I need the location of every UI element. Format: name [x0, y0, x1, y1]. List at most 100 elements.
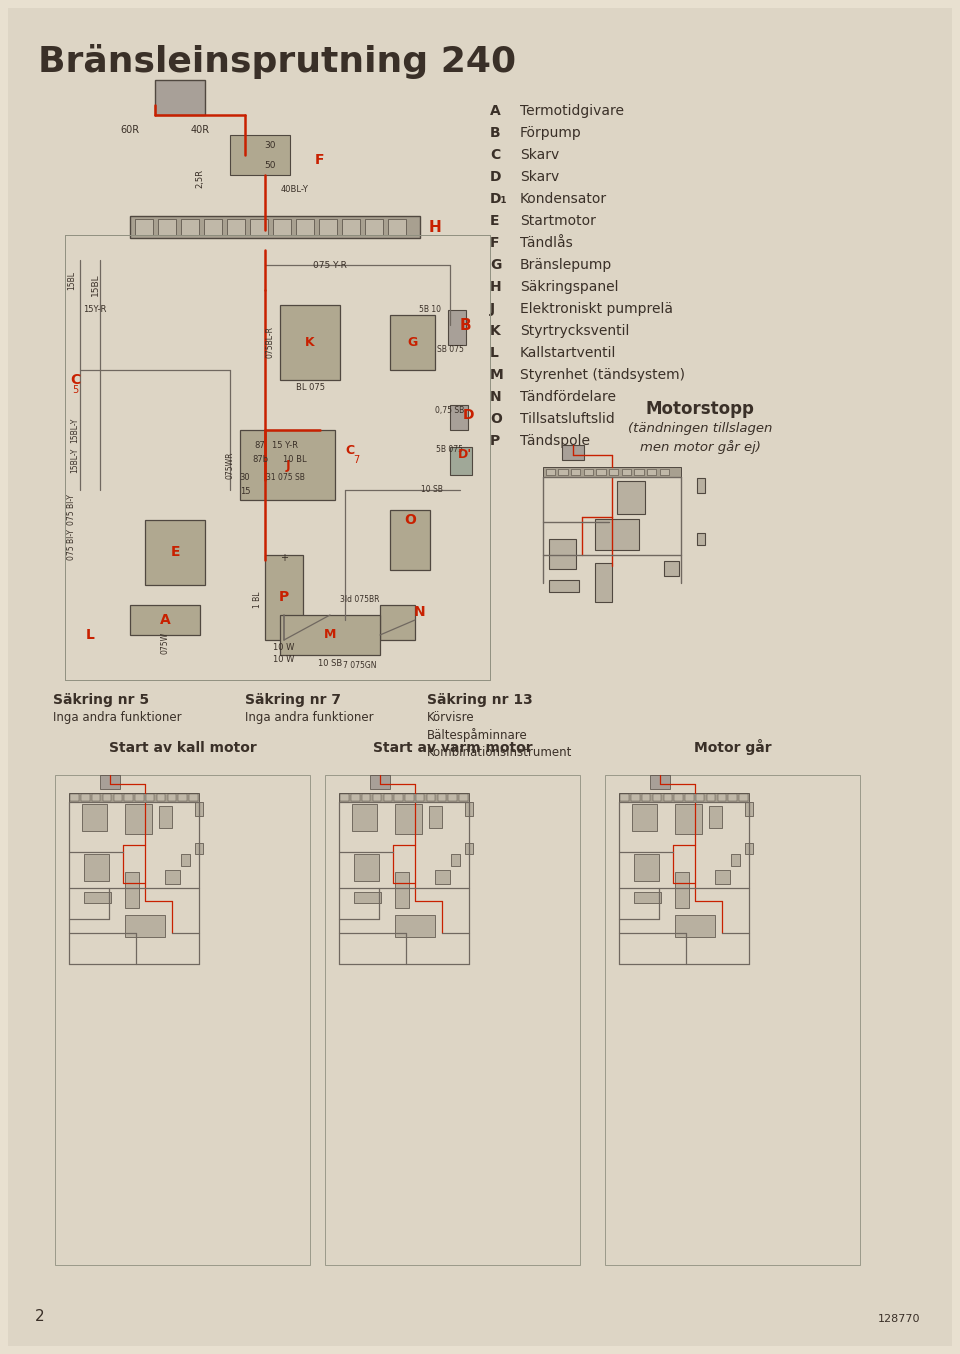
Text: B: B: [490, 126, 500, 139]
Bar: [146, 795, 155, 800]
Text: 2: 2: [35, 1309, 44, 1324]
Bar: [342, 219, 360, 236]
Text: 075 Bl-Y: 075 Bl-Y: [67, 494, 77, 525]
Bar: [459, 795, 468, 800]
Text: 31 075 SB: 31 075 SB: [266, 474, 304, 482]
Bar: [354, 854, 379, 880]
Bar: [383, 795, 392, 800]
Text: L: L: [490, 347, 499, 360]
Text: Skarv: Skarv: [520, 171, 560, 184]
Bar: [745, 802, 753, 816]
Bar: [731, 854, 740, 867]
Text: Förpump: Förpump: [520, 126, 582, 139]
Text: 10 BL: 10 BL: [283, 455, 307, 464]
Text: D₁: D₁: [490, 192, 508, 206]
Bar: [745, 842, 753, 854]
Bar: [325, 774, 580, 1265]
Text: 15BL-Y: 15BL-Y: [70, 447, 80, 473]
Text: Inga andra funktioner: Inga andra funktioner: [53, 711, 181, 724]
Bar: [125, 914, 165, 937]
Text: E: E: [170, 546, 180, 559]
Text: 30: 30: [264, 141, 276, 149]
Text: 40BL-Y: 40BL-Y: [281, 185, 309, 195]
Text: C: C: [490, 148, 500, 162]
Text: Bränslepump: Bränslepump: [520, 259, 612, 272]
Bar: [181, 219, 199, 236]
Bar: [82, 804, 107, 831]
Bar: [124, 795, 132, 800]
Text: M: M: [324, 628, 336, 642]
Bar: [70, 795, 79, 800]
Text: D: D: [490, 171, 501, 184]
Text: J: J: [490, 302, 495, 315]
Bar: [280, 615, 380, 655]
Bar: [380, 605, 415, 640]
Bar: [596, 468, 606, 475]
Bar: [618, 793, 749, 802]
Bar: [351, 795, 360, 800]
Bar: [545, 468, 555, 475]
Bar: [273, 219, 291, 236]
Bar: [145, 520, 205, 585]
Text: Motor går: Motor går: [694, 739, 771, 756]
Text: C: C: [70, 372, 80, 387]
Text: D: D: [463, 408, 473, 422]
Text: 075BL-R: 075BL-R: [266, 326, 275, 357]
Bar: [155, 80, 205, 115]
Bar: [84, 854, 109, 880]
Text: H: H: [428, 219, 442, 234]
Bar: [438, 795, 446, 800]
Bar: [395, 795, 403, 800]
Text: 15Y-R: 15Y-R: [84, 306, 107, 314]
Text: Motorstopp: Motorstopp: [645, 399, 755, 418]
Text: M: M: [490, 368, 504, 382]
Bar: [650, 774, 670, 788]
Bar: [68, 793, 199, 802]
Text: Körvisre
Bältespåminnare
Kombinationsinstrument: Körvisre Bältespåminnare Kombinationsins…: [427, 711, 572, 760]
Bar: [130, 217, 420, 238]
Bar: [395, 914, 435, 937]
Text: Kallstartventil: Kallstartventil: [520, 347, 616, 360]
Text: 2,5R: 2,5R: [196, 168, 204, 187]
Text: 15: 15: [240, 487, 251, 497]
Bar: [125, 872, 139, 907]
Text: Skarv: Skarv: [520, 148, 560, 162]
Bar: [605, 774, 860, 1265]
Bar: [92, 795, 101, 800]
Text: 60R: 60R: [120, 125, 139, 135]
Text: K: K: [305, 336, 315, 348]
Bar: [125, 804, 152, 834]
Bar: [707, 795, 715, 800]
Bar: [595, 563, 612, 601]
Text: Styrenhet (tändsystem): Styrenhet (tändsystem): [520, 368, 685, 382]
Bar: [563, 445, 585, 460]
Bar: [189, 795, 198, 800]
Bar: [548, 539, 576, 569]
Bar: [179, 795, 187, 800]
Text: SB 075: SB 075: [437, 345, 464, 355]
Bar: [653, 795, 661, 800]
Text: 50: 50: [264, 161, 276, 169]
Bar: [715, 869, 730, 884]
Text: Säkring nr 13: Säkring nr 13: [427, 693, 533, 707]
Text: D': D': [458, 448, 472, 462]
Text: 30: 30: [240, 474, 251, 482]
Text: 075 Bl-Y: 075 Bl-Y: [67, 529, 77, 561]
Text: 1 BL: 1 BL: [252, 592, 261, 608]
Bar: [100, 774, 120, 788]
Bar: [465, 842, 472, 854]
Bar: [435, 869, 449, 884]
Bar: [319, 219, 337, 236]
Text: Elektroniskt pumprelä: Elektroniskt pumprelä: [520, 302, 673, 315]
Bar: [448, 795, 457, 800]
Bar: [548, 580, 579, 592]
Bar: [195, 802, 203, 816]
Bar: [362, 795, 371, 800]
Text: 128770: 128770: [877, 1313, 920, 1324]
Text: G: G: [490, 259, 501, 272]
Bar: [405, 795, 414, 800]
Text: H: H: [490, 280, 502, 294]
Text: P: P: [490, 435, 500, 448]
Bar: [426, 795, 435, 800]
Bar: [370, 774, 391, 788]
